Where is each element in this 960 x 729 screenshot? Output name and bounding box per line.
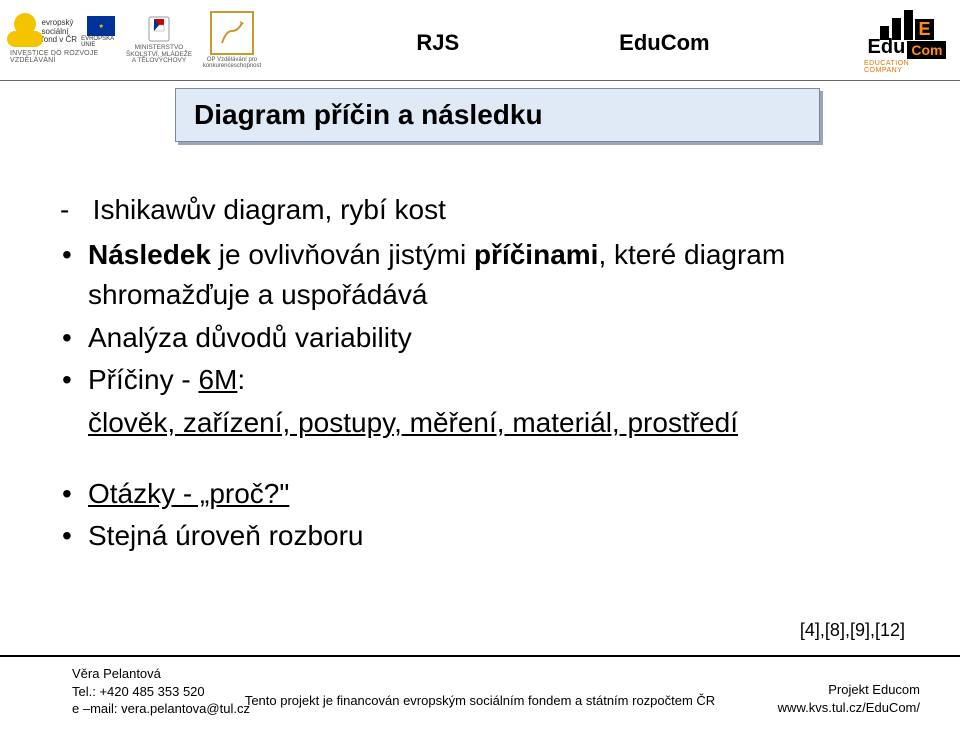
title-bar: Diagram příčin a následku <box>175 88 820 142</box>
eu-label: EVROPSKÁ UNIE <box>81 36 121 48</box>
msmt-logo: MINISTERSTVO ŠKOLSTVÍ, MLÁDEŽE A TĚLOVÝC… <box>124 10 194 70</box>
content: - Ishikawův diagram, rybí kost Následek … <box>60 190 900 559</box>
esf-text: evropský sociální fond v ČR <box>42 19 78 44</box>
eu-flag-icon: ★ <box>87 16 115 36</box>
header-educom: EduCom <box>619 30 709 56</box>
bullet-list-2: Otázky - „proč?" Stejná úroveň rozboru <box>60 474 900 557</box>
header-rjs: RJS <box>416 30 459 56</box>
educom-com: Com <box>907 41 946 59</box>
header-center: RJS EduCom <box>270 24 856 56</box>
bullet-list: Následek je ovlivňován jistými příčinami… <box>60 235 900 401</box>
lead-line: - Ishikawův diagram, rybí kost <box>60 190 900 231</box>
footer-left: Věra Pelantová Tel.: +420 485 353 520 e … <box>72 665 250 718</box>
slide-title: Diagram příčin a následku <box>194 99 543 130</box>
bullet-3-colon: : <box>237 364 245 395</box>
msmt-text: MINISTERSTVO ŠKOLSTVÍ, MLÁDEŽE A TĚLOVÝC… <box>124 45 194 65</box>
footer-project: Projekt Educom <box>778 681 920 699</box>
reference-text: [4],[8],[9],[12] <box>800 620 905 641</box>
footer-right: Projekt Educom www.kvs.tul.cz/EduCom/ <box>778 681 920 716</box>
bullet-4-underline: Otázky - „proč?" <box>88 478 289 509</box>
bullet-3-subline: člověk, zařízení, postupy, měření, mater… <box>60 403 900 444</box>
educom-logo: E Edu Com EDUCATION COMPANY <box>864 8 950 72</box>
bullet-3: Příčiny - 6M: <box>60 360 900 401</box>
logo-row: evropský sociální fond v ČR ★ EVROPSKÁ U… <box>0 0 960 80</box>
opvk-logo: OP Vzdělávání pro konkurenceschopnost <box>202 10 262 70</box>
footer-name: Věra Pelantová <box>72 665 250 683</box>
lead-text: Ishikawův diagram, rybí kost <box>93 194 446 225</box>
footer-url: www.kvs.tul.cz/EduCom/ <box>778 699 920 717</box>
footer: Věra Pelantová Tel.: +420 485 353 520 e … <box>0 655 960 729</box>
esf-bottom-text: INVESTICE DO ROZVOJE VZDĚLÁVÁNÍ <box>10 50 116 64</box>
esf-logo: evropský sociální fond v ČR ★ EVROPSKÁ U… <box>10 9 116 71</box>
lead-dash: - <box>60 194 69 225</box>
bullet-1-bold-pre: Následek <box>88 239 211 270</box>
educom-edu: Edu <box>868 36 906 59</box>
opvk-text: OP Vzdělávání pro konkurenceschopnost <box>202 57 262 69</box>
header: evropský sociální fond v ČR ★ EVROPSKÁ U… <box>0 0 960 81</box>
bullet-1-mid: je ovlivňován jistými <box>211 239 474 270</box>
educom-bars-icon <box>880 6 913 40</box>
bullet-5: Stejná úroveň rozboru <box>60 516 900 557</box>
bullet-1-bold: příčinami <box>474 239 598 270</box>
bullet-3-underline: 6M <box>198 364 237 395</box>
educom-sub: EDUCATION COMPANY <box>864 60 950 74</box>
opvk-box-icon <box>210 11 254 55</box>
msmt-emblem-icon <box>145 15 173 43</box>
bullet-4: Otázky - „proč?" <box>60 474 900 515</box>
bullet-1: Následek je ovlivňován jistými příčinami… <box>60 235 900 316</box>
bullet-3-label: Příčiny - <box>88 364 198 395</box>
bullet-2: Analýza důvodů variability <box>60 318 900 359</box>
